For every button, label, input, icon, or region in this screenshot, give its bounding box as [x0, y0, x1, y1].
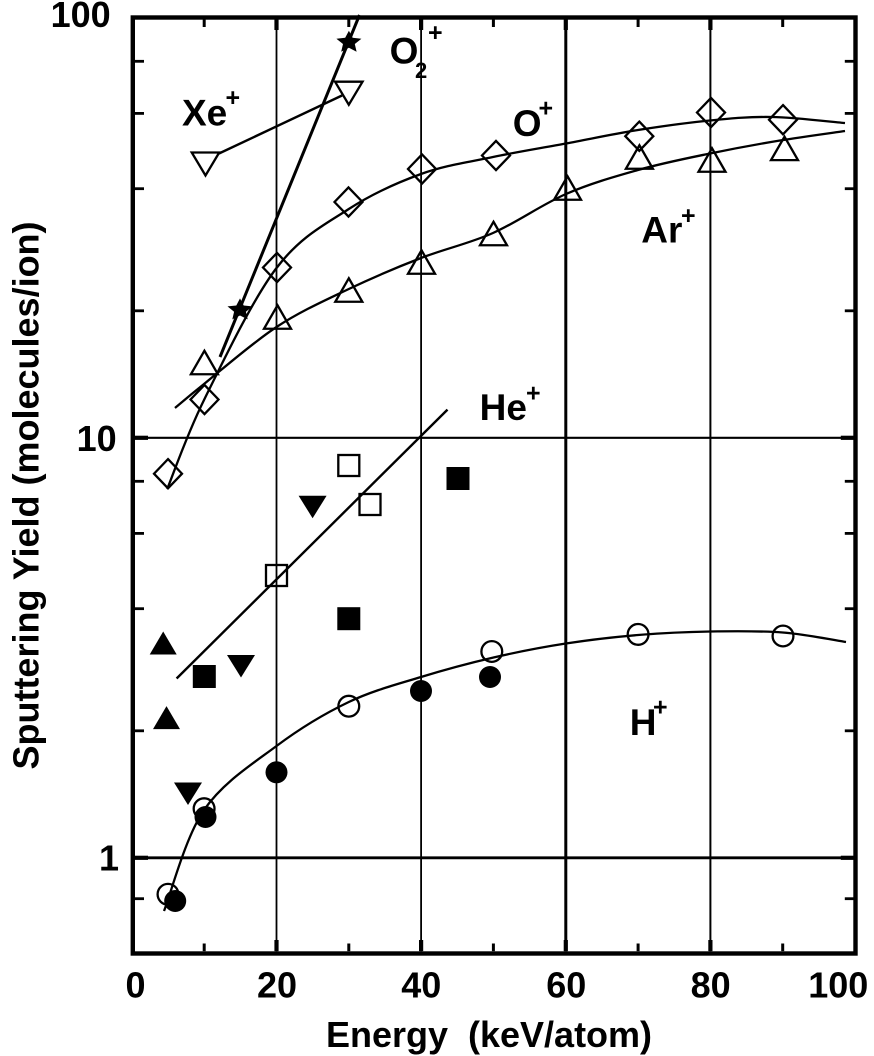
svg-text:Ar: Ar [641, 209, 682, 250]
svg-text:+: + [539, 95, 554, 123]
svg-text:+: + [526, 380, 541, 408]
svg-text:H: H [630, 702, 657, 743]
svg-text:O: O [390, 31, 419, 72]
svg-text:2: 2 [415, 58, 427, 83]
svg-text:Energy (keV/atom): Energy (keV/atom) [326, 1014, 652, 1055]
svg-text:He: He [480, 387, 527, 428]
svg-text:40: 40 [401, 965, 441, 1006]
svg-text:60: 60 [546, 965, 586, 1006]
svg-text:1: 1 [99, 838, 119, 879]
svg-text:20: 20 [257, 965, 297, 1006]
svg-text:Sputtering Yield (molecules/io: Sputtering Yield (molecules/ion) [6, 221, 47, 769]
svg-text:10: 10 [77, 418, 117, 459]
svg-text:+: + [653, 694, 668, 722]
svg-text:O: O [513, 103, 542, 144]
svg-text:100: 100 [808, 965, 868, 1006]
svg-text:0: 0 [125, 965, 145, 1006]
svg-text:100: 100 [51, 0, 111, 35]
svg-text:80: 80 [691, 965, 731, 1006]
svg-text:+: + [428, 19, 443, 47]
svg-text:Xe: Xe [182, 92, 227, 133]
svg-text:+: + [681, 202, 696, 230]
svg-text:+: + [226, 84, 241, 112]
